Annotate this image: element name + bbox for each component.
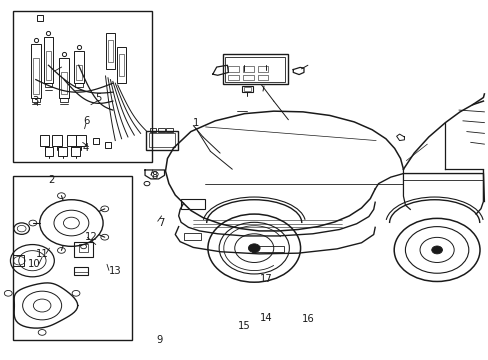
Bar [60,98,68,102]
Bar [76,135,86,146]
Bar [71,147,80,156]
Bar [52,135,61,146]
Bar [228,66,239,72]
Bar [58,147,67,156]
Text: 2: 2 [49,175,55,185]
Bar [243,75,253,80]
Text: 3: 3 [33,96,39,106]
Bar [33,58,39,94]
Bar [108,40,113,62]
Bar [158,128,164,132]
Bar [13,255,23,266]
Text: 13: 13 [109,266,122,276]
Text: 16: 16 [301,314,314,324]
Bar [32,98,40,102]
Bar [40,135,49,146]
Bar [243,66,253,72]
Bar [13,12,152,162]
Bar [44,83,52,87]
Text: 9: 9 [156,334,162,345]
Bar [243,87,251,91]
Bar [43,37,53,83]
Bar [166,128,172,132]
Text: 17: 17 [260,274,272,284]
Bar [150,128,156,132]
Bar [61,72,67,94]
Bar [257,66,268,72]
Text: 4: 4 [83,143,89,153]
Text: 12: 12 [84,232,97,242]
Circle shape [431,246,442,254]
Bar [75,83,82,87]
Text: 10: 10 [27,259,40,269]
Bar [106,33,115,69]
Text: 11: 11 [36,248,48,258]
Text: 1: 1 [192,118,199,128]
Bar [225,57,285,82]
Bar [242,86,252,92]
Bar [74,51,83,83]
Bar [228,75,239,80]
Bar [183,233,200,240]
Bar [79,244,88,252]
Bar [149,133,174,147]
Text: 6: 6 [82,116,89,126]
Bar [74,267,88,275]
Bar [31,44,41,98]
Bar [181,199,204,209]
Bar [119,54,123,76]
Bar [222,54,288,84]
Text: 8: 8 [151,171,157,181]
Text: 7: 7 [158,218,164,228]
Bar [44,147,53,156]
Bar [146,131,177,149]
Text: 14: 14 [260,313,272,323]
Bar [66,135,76,146]
Text: 15: 15 [238,321,250,331]
Bar [257,75,268,80]
Bar [45,51,51,80]
Bar [59,58,69,98]
Circle shape [248,244,260,252]
Text: 5: 5 [95,93,101,103]
Bar [74,242,93,257]
Bar [117,47,125,83]
Bar [251,246,283,252]
Bar [13,176,132,339]
Bar [76,65,81,80]
